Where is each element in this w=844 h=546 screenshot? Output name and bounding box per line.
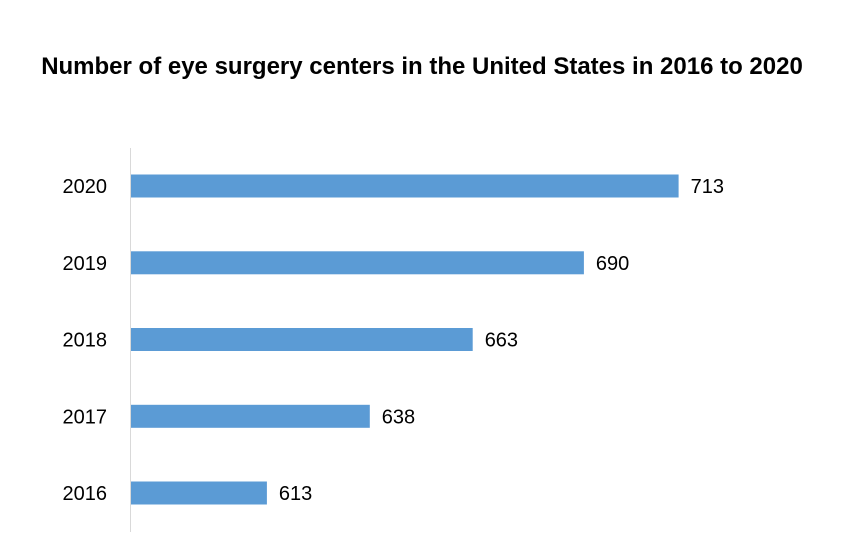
- data-label-2020: 713: [691, 176, 724, 198]
- category-tick-labels: 2016 2017 2018 2019 2020: [63, 176, 108, 505]
- tick-label-2018: 2018: [63, 330, 108, 352]
- bars-group: [131, 174, 679, 505]
- tick-label-2019: 2019: [63, 253, 108, 275]
- data-labels-group: 613 638 663 690 713: [279, 176, 724, 505]
- bar-2017: [131, 404, 370, 428]
- bar-2019: [131, 251, 584, 275]
- data-label-2019: 690: [596, 253, 629, 275]
- tick-label-2016: 2016: [63, 483, 108, 505]
- tick-label-2020: 2020: [63, 176, 108, 198]
- chart-title: Number of eye surgery centers in the Uni…: [41, 53, 803, 80]
- data-label-2016: 613: [279, 483, 312, 505]
- bar-2020: [131, 174, 679, 198]
- bar-2016: [131, 481, 267, 505]
- data-label-2018: 663: [485, 330, 518, 352]
- data-label-2017: 638: [382, 406, 415, 428]
- bar-2018: [131, 328, 473, 351]
- tick-label-2017: 2017: [63, 406, 108, 428]
